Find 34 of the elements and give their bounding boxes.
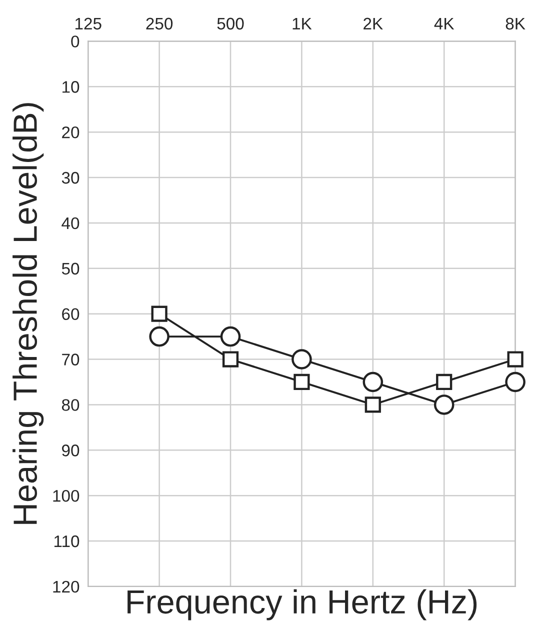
point bbox=[151, 306, 168, 322]
y-tick-label: 40 bbox=[62, 217, 80, 230]
y-tick-label: 60 bbox=[62, 308, 80, 320]
y-tick-label: 10 bbox=[62, 81, 80, 93]
y-tick-label: 110 bbox=[54, 535, 80, 548]
point bbox=[505, 372, 526, 392]
y-tick-label: 50 bbox=[62, 262, 80, 275]
point bbox=[292, 349, 312, 370]
point bbox=[436, 374, 452, 390]
point bbox=[220, 326, 241, 347]
y-tick-label: 30 bbox=[62, 172, 80, 184]
x-tick-label: 4K bbox=[434, 18, 454, 30]
point bbox=[434, 394, 454, 415]
point bbox=[222, 351, 239, 368]
point bbox=[362, 372, 384, 392]
x-tick-label: 125 bbox=[75, 18, 102, 30]
x-tick-label: 250 bbox=[146, 18, 173, 30]
point bbox=[149, 326, 170, 347]
x-axis-title: Frequency in Hertz (Hz) bbox=[128, 589, 477, 620]
y-tick-label: 90 bbox=[62, 444, 80, 456]
x-tick-label: 2K bbox=[364, 18, 383, 30]
y-tick-label: 70 bbox=[62, 354, 80, 366]
y-tick-label: 80 bbox=[62, 399, 80, 411]
point bbox=[364, 396, 381, 413]
x-tick-label: 1K bbox=[292, 18, 312, 30]
y-axis-title: Hearing Threshold Level(dB) bbox=[12, 103, 44, 524]
x-tick-label: 500 bbox=[217, 18, 244, 30]
y-tick-label: 20 bbox=[62, 126, 80, 138]
x-tick-label: 8K bbox=[506, 18, 526, 30]
point bbox=[507, 351, 524, 368]
y-tick-label: 120 bbox=[53, 580, 80, 593]
y-tick-label: 0 bbox=[71, 36, 80, 48]
y-tick-label: 100 bbox=[53, 490, 80, 502]
point bbox=[294, 374, 310, 390]
